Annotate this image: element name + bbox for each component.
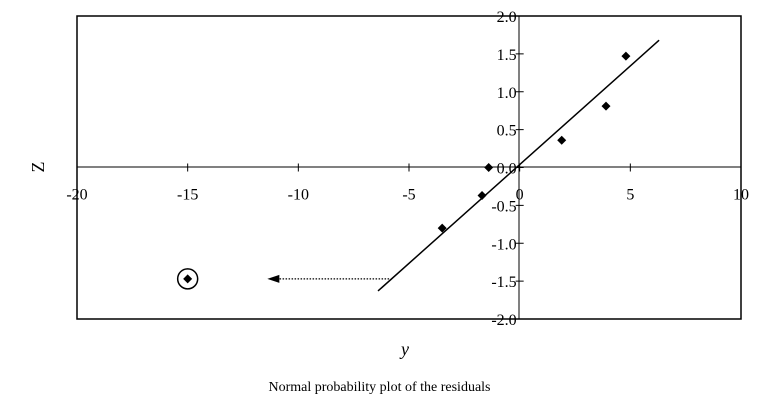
x-axis-ticks: -20 -15 -10 -5 0 5 10 <box>66 163 749 204</box>
chart-caption: Normal probability plot of the residuals <box>268 380 491 395</box>
data-point <box>484 163 494 172</box>
data-point <box>183 274 193 284</box>
x-axis-title: y <box>399 339 409 359</box>
highlight-group <box>176 268 199 290</box>
data-point <box>477 191 487 201</box>
y-tick-label: 0.0 <box>497 161 517 178</box>
data-point <box>437 223 447 233</box>
y-tick-label: -1.0 <box>491 236 516 253</box>
arrow-group <box>267 274 390 283</box>
y-tick-label: 2.0 <box>497 9 517 26</box>
data-point <box>621 51 631 61</box>
outlier-circle <box>176 268 199 290</box>
y-axis-title: Z <box>28 162 48 173</box>
data-points <box>183 51 631 284</box>
data-point <box>557 135 567 145</box>
x-tick-label: -10 <box>288 187 309 204</box>
y-tick-label: 0.5 <box>497 123 517 140</box>
x-tick-label: 10 <box>733 187 749 204</box>
x-tick-label: -5 <box>402 187 415 204</box>
fit-line-group <box>377 39 660 292</box>
y-tick-label: 1.5 <box>497 47 517 64</box>
y-tick-label: 1.0 <box>497 85 517 102</box>
y-tick-label: -1.5 <box>491 274 516 291</box>
y-tick-label: -0.5 <box>491 198 516 215</box>
y-tick-label: -2.0 <box>491 312 516 329</box>
x-tick-label: -20 <box>66 187 87 204</box>
x-tick-label: 5 <box>626 187 634 204</box>
arrow-head <box>267 274 280 283</box>
y-axis-ticks: 2.0 1.5 1.0 0.5 0.0 -0.5 -1.0 -1.5 -2.0 <box>491 9 524 329</box>
x-tick-label: -15 <box>177 187 198 204</box>
x-tick-label: 0 <box>516 187 524 204</box>
fit-line <box>377 39 660 292</box>
data-point <box>601 101 611 111</box>
